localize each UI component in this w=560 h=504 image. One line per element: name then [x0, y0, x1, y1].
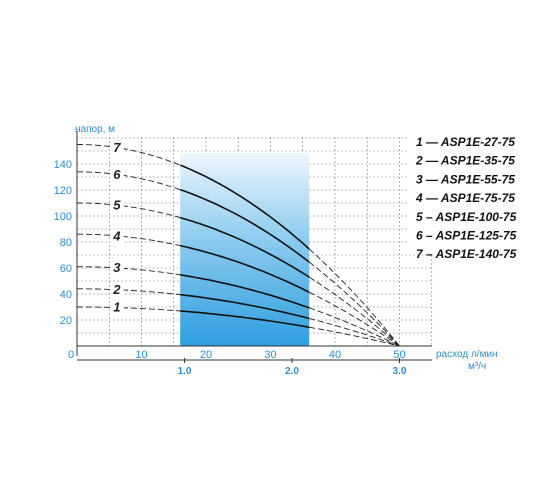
legend-item-1: 1 — ASP1E-27-75	[416, 135, 515, 149]
curve-3-right	[309, 307, 400, 347]
y-tick-label: 80	[60, 237, 72, 249]
x-tick-label: 30	[264, 349, 276, 361]
curve-label-7: 7	[113, 140, 121, 155]
y-tick-label: 40	[60, 289, 72, 301]
x-tick-label: 10	[135, 349, 147, 361]
curve-5-left	[77, 202, 181, 219]
curve-2-left	[77, 288, 181, 296]
curve-2-right	[309, 318, 400, 347]
curve-3-solid	[180, 274, 310, 309]
x2-tick-label: 1.0	[178, 366, 192, 377]
curve-4-left	[77, 233, 181, 247]
curve-2-solid	[180, 293, 310, 320]
curve-label-bg	[109, 282, 124, 297]
curve-1-left	[77, 306, 181, 312]
curve-label-5: 5	[113, 198, 121, 213]
curve-6-right	[308, 261, 400, 347]
y-axis-label: напор, м	[75, 124, 115, 135]
curve-label-bg	[109, 300, 124, 315]
x2-tick-label: 3.0	[393, 366, 407, 377]
curve-label-bg	[109, 198, 124, 213]
legend-item-4: 4 — ASP1E-75-75	[415, 191, 515, 205]
y-tick-label: 120	[54, 185, 72, 197]
curve-6-left	[77, 171, 181, 191]
y-tick-label: 100	[54, 211, 72, 223]
curve-5-right	[308, 276, 400, 347]
y-tick-label: 140	[54, 159, 72, 171]
curve-label-bg	[109, 261, 124, 276]
curve-label-2: 2	[112, 282, 121, 297]
curve-7-right	[308, 248, 400, 347]
curve-label-3: 3	[113, 260, 121, 275]
legend-item-6: 6 – ASP1E-125-75	[416, 229, 517, 243]
x-tick-label: 50	[393, 349, 405, 361]
curve-7-left	[77, 144, 181, 166]
x-tick-label: 20	[200, 349, 212, 361]
x-tick-label: 0	[68, 349, 74, 361]
curve-label-4: 4	[112, 228, 121, 243]
legend: 1 — ASP1E-27-75 2 — ASP1E-35-75 3 — ASP1E-…	[415, 135, 517, 261]
legend-item-2: 2 — ASP1E-35-75	[415, 154, 515, 168]
curve-4-solid	[180, 244, 310, 293]
y-tick-label: 20	[60, 315, 72, 327]
curve-1-solid	[180, 310, 310, 328]
curve-label-6: 6	[113, 167, 121, 182]
x-axis-label-m3h: м³/ч	[468, 361, 486, 372]
legend-item-7: 7 – ASP1E-140-75	[416, 247, 517, 261]
curve-label-1: 1	[113, 300, 120, 315]
curves: 1 2 3 4 5 6 7	[77, 140, 400, 347]
curve-5-solid	[179, 216, 310, 278]
curve-1-right	[309, 326, 400, 347]
curve-6-solid	[179, 188, 310, 263]
axes: 20 40 60 80 100 120 140 0 10 20 30 40 50 1.0 2.0 3.0	[54, 131, 432, 377]
curve-label-bg	[109, 229, 124, 244]
x2-tick-label: 2.0	[285, 366, 299, 377]
curve-label-bg	[109, 141, 124, 156]
curve-3-left	[77, 266, 181, 276]
x-axis-label-lpm: расход л/мин	[436, 349, 498, 360]
y-tick-label: 60	[60, 263, 72, 275]
curve-label-bg	[109, 168, 124, 183]
curve-7-solid	[179, 164, 310, 250]
x-tick-label: 40	[329, 349, 341, 361]
legend-item-5: 5 – ASP1E-100-75	[416, 210, 517, 224]
legend-item-3: 3 — ASP1E-55-75	[416, 172, 515, 186]
